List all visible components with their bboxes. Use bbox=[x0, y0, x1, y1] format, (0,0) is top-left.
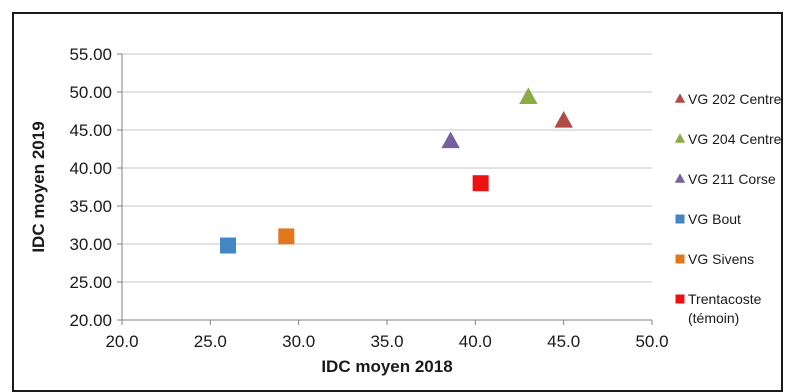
y-tick-label: 30.00 bbox=[69, 235, 112, 254]
data-point bbox=[519, 87, 538, 105]
x-tick-label: 20.0 bbox=[105, 332, 138, 351]
data-point bbox=[441, 131, 460, 149]
data-point bbox=[472, 175, 489, 192]
x-tick-label: 25.0 bbox=[194, 332, 227, 351]
legend-marker bbox=[674, 173, 686, 183]
y-tick-label: 40.00 bbox=[69, 159, 112, 178]
y-tick-label: 55.00 bbox=[69, 45, 112, 64]
legend: VG 202 Centre VG 204 Centre VG 211 Corse VG… bbox=[674, 91, 782, 326]
y-tick-labels: 20.00 25.00 30.00 35.00 40.00 45.00 50.00 55.00 bbox=[69, 45, 112, 330]
legend-marker bbox=[674, 93, 686, 103]
legend-label: VG Bout bbox=[688, 211, 741, 227]
data-points bbox=[220, 87, 573, 254]
legend-label: VG 211 Corse bbox=[688, 171, 776, 187]
y-tick-label: 20.00 bbox=[69, 311, 112, 330]
legend-marker bbox=[674, 133, 686, 143]
y-tick-label: 25.00 bbox=[69, 273, 112, 292]
axes bbox=[117, 53, 653, 325]
legend-label: Trentacoste (témoin) bbox=[688, 291, 762, 326]
x-tick-label: 45.0 bbox=[547, 332, 580, 351]
data-point bbox=[220, 237, 236, 254]
chart-frame bbox=[12, 12, 783, 392]
x-tick-label: 30.0 bbox=[282, 332, 315, 351]
grid-lines bbox=[122, 53, 652, 283]
legend-marker bbox=[675, 254, 685, 264]
y-tick-label: 50.00 bbox=[69, 83, 112, 102]
scatter-chart: 20.00 25.00 30.00 35.00 40.00 45.00 50.00 55.00… bbox=[29, 45, 782, 376]
data-point bbox=[554, 110, 573, 128]
data-point bbox=[278, 228, 295, 245]
y-tick-label: 45.00 bbox=[69, 121, 112, 140]
legend-label: VG 204 Centre bbox=[688, 131, 782, 147]
x-tick-label: 40.0 bbox=[459, 332, 492, 351]
y-tick-label: 35.00 bbox=[69, 197, 112, 216]
x-tick-labels: 20.0 25.0 30.0 35.0 40.0 45.0 50.0 bbox=[105, 332, 668, 351]
x-tick-label: 35.0 bbox=[370, 332, 403, 351]
legend-label: VG Sivens bbox=[688, 251, 754, 267]
x-axis-title: IDC moyen 2018 bbox=[321, 357, 452, 376]
y-axis-title: IDC moyen 2019 bbox=[29, 121, 48, 252]
x-tick-label: 50.0 bbox=[635, 332, 668, 351]
legend-label: VG 202 Centre bbox=[688, 91, 782, 107]
legend-marker bbox=[675, 214, 685, 224]
legend-marker bbox=[675, 294, 685, 304]
